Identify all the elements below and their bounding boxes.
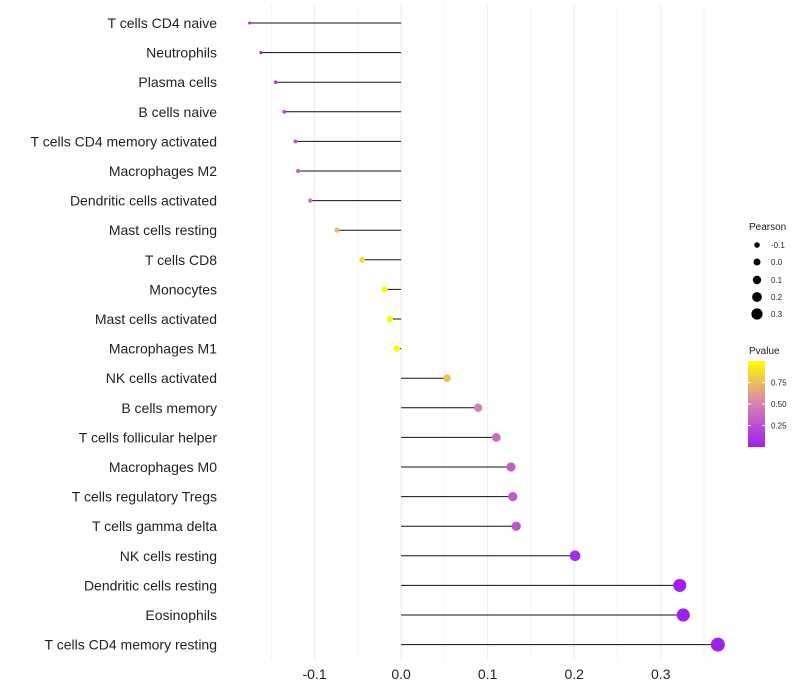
data-point xyxy=(569,550,581,562)
y-tick-label: NK cells activated xyxy=(106,370,217,386)
data-point xyxy=(381,286,388,293)
y-tick-label: B cells memory xyxy=(121,400,217,416)
data-point xyxy=(491,433,501,442)
x-tick-label: 0.2 xyxy=(564,666,584,682)
y-tick-label: Mast cells activated xyxy=(95,311,217,327)
legend-size-dot xyxy=(753,258,761,266)
data-point xyxy=(296,168,301,174)
y-tick-label: NK cells resting xyxy=(120,548,217,564)
legend-colorbar xyxy=(748,361,765,447)
legend-size-dot xyxy=(752,275,762,285)
data-point xyxy=(259,50,263,55)
data-point xyxy=(506,462,516,472)
y-tick-label: Macrophages M2 xyxy=(109,163,217,179)
y-tick-label: B cells naive xyxy=(138,104,217,120)
legend-size-dot xyxy=(751,308,763,320)
y-axis-labels: T cells CD4 naive Neutrophils Plasma cells… xyxy=(31,15,218,653)
legend-color-label: 0.75 xyxy=(771,379,787,388)
data-point xyxy=(248,21,252,25)
y-tick-label: Plasma cells xyxy=(138,74,217,90)
legend-color-title: Pvalue xyxy=(749,346,780,357)
y-tick-label: Macrophages M0 xyxy=(109,459,217,475)
data-point xyxy=(673,578,687,592)
data-point xyxy=(359,256,365,263)
stems xyxy=(249,22,718,646)
y-tick-label: T cells CD4 memory resting xyxy=(45,637,217,653)
data-point xyxy=(273,80,278,84)
y-tick-label: T cells CD4 naive xyxy=(108,15,218,31)
legend-size-title: Pearson xyxy=(749,222,786,233)
legend: Pearson Pvalue -0.1 0.0 0.1 0.2 0.3 0.25 0.50 0… xyxy=(748,222,787,447)
data-point xyxy=(443,374,451,383)
legend-size-dot xyxy=(754,242,760,248)
y-tick-label: T cells gamma delta xyxy=(92,518,217,534)
points xyxy=(248,21,725,652)
x-tick-label: 0.0 xyxy=(391,666,411,682)
data-point xyxy=(308,198,313,203)
y-tick-label: Dendritic cells activated xyxy=(70,193,217,209)
legend-size-label: 0.1 xyxy=(771,276,783,285)
data-point xyxy=(710,637,725,652)
x-tick-label: -0.1 xyxy=(302,666,326,682)
y-tick-label: Monocytes xyxy=(149,281,217,297)
data-point xyxy=(508,492,518,502)
grid-lines xyxy=(270,5,705,660)
y-tick-label: Eosinophils xyxy=(145,607,217,623)
y-tick-label: T cells CD8 xyxy=(145,252,217,268)
x-tick-label: 0.1 xyxy=(478,666,498,682)
data-point xyxy=(473,403,483,412)
data-point xyxy=(386,315,394,323)
legend-size-label: 0.3 xyxy=(771,310,783,319)
legend-color-label: 0.25 xyxy=(771,422,787,431)
data-point xyxy=(334,227,340,233)
x-tick-label: 0.3 xyxy=(651,666,671,682)
y-tick-label: Dendritic cells resting xyxy=(84,577,217,593)
data-point xyxy=(676,608,690,622)
x-axis-tick-labels: -0.1 0.0 0.1 0.2 0.3 xyxy=(302,666,670,682)
y-tick-label: Mast cells resting xyxy=(109,222,217,238)
data-point xyxy=(393,345,401,352)
legend-size-dot xyxy=(752,292,762,302)
legend-size-label: 0.2 xyxy=(771,293,783,302)
legend-size-label: -0.1 xyxy=(771,241,785,250)
data-point xyxy=(282,109,287,114)
data-point xyxy=(293,139,298,144)
y-tick-label: Neutrophils xyxy=(146,45,217,61)
data-point xyxy=(511,521,521,531)
y-tick-label: T cells regulatory Tregs xyxy=(72,489,217,505)
legend-color-label: 0.50 xyxy=(771,400,787,409)
legend-size-label: 0.0 xyxy=(771,258,783,267)
y-tick-label: T cells follicular helper xyxy=(79,429,218,445)
y-tick-label: T cells CD4 memory activated xyxy=(31,133,217,149)
y-tick-label: Macrophages M1 xyxy=(109,341,217,357)
